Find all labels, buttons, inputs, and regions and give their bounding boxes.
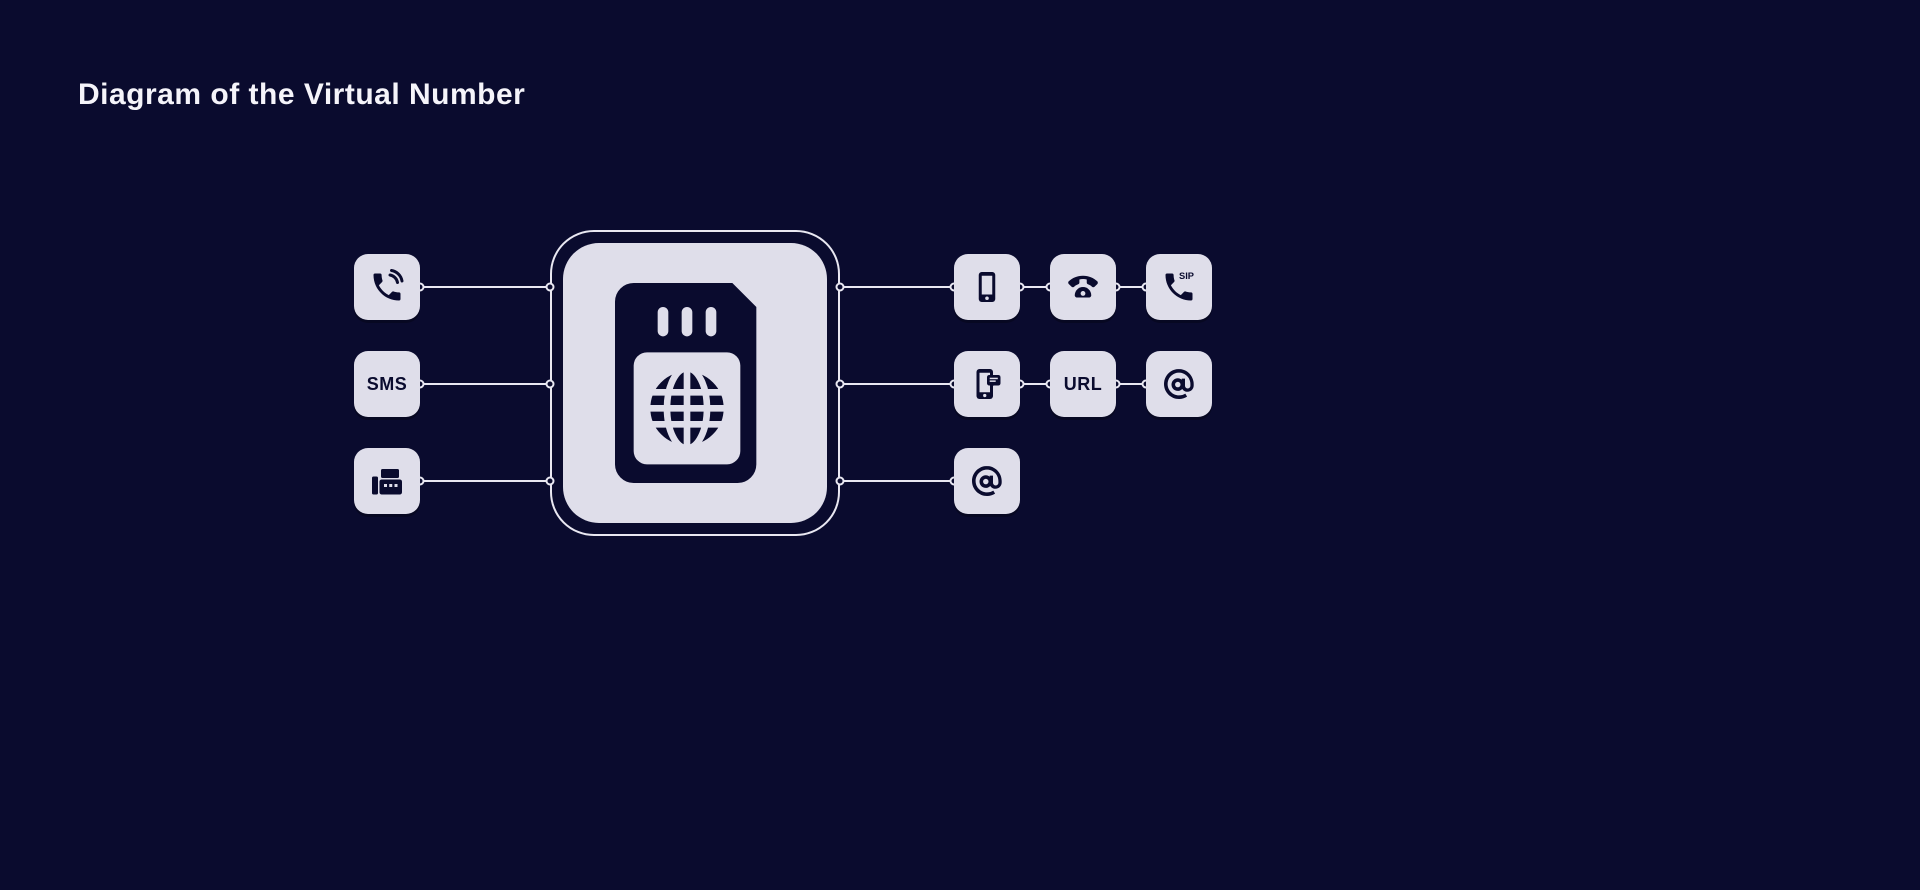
node-email1: [1146, 351, 1212, 417]
connector-line: [840, 383, 954, 385]
connector-dot: [546, 380, 555, 389]
phone-sip-icon: SIP: [1161, 269, 1197, 305]
node-url: URL: [1050, 351, 1116, 417]
phone-ringing-icon: [369, 269, 405, 305]
connector-dot: [836, 477, 845, 486]
connector-line: [420, 286, 550, 288]
url-label: URL: [1064, 374, 1103, 395]
node-fax: [354, 448, 420, 514]
connector-dot: [836, 283, 845, 292]
node-landline: [1050, 254, 1116, 320]
svg-text:SIP: SIP: [1179, 271, 1194, 281]
node-email2: [954, 448, 1020, 514]
connector-line: [840, 480, 954, 482]
smartphone-icon: [969, 269, 1005, 305]
at-sign-icon: [969, 463, 1005, 499]
at-sign-icon: [1161, 366, 1197, 402]
node-call: [354, 254, 420, 320]
node-sip: SIP: [1146, 254, 1212, 320]
node-sms-phone: [954, 351, 1020, 417]
connector-line: [420, 480, 550, 482]
sim-globe-icon: [615, 283, 775, 483]
connector-dot: [546, 477, 555, 486]
desk-phone-icon: [1065, 269, 1101, 305]
diagram-stage: SMS SIP URL: [0, 0, 1920, 890]
node-mobile: [954, 254, 1020, 320]
connector-dot: [546, 283, 555, 292]
phone-message-icon: [969, 366, 1005, 402]
sms-label: SMS: [367, 374, 408, 395]
node-sms: SMS: [354, 351, 420, 417]
connector-line: [840, 286, 954, 288]
fax-machine-icon: [369, 463, 405, 499]
connector-line: [420, 383, 550, 385]
connector-dot: [836, 380, 845, 389]
center-node: [563, 243, 827, 523]
